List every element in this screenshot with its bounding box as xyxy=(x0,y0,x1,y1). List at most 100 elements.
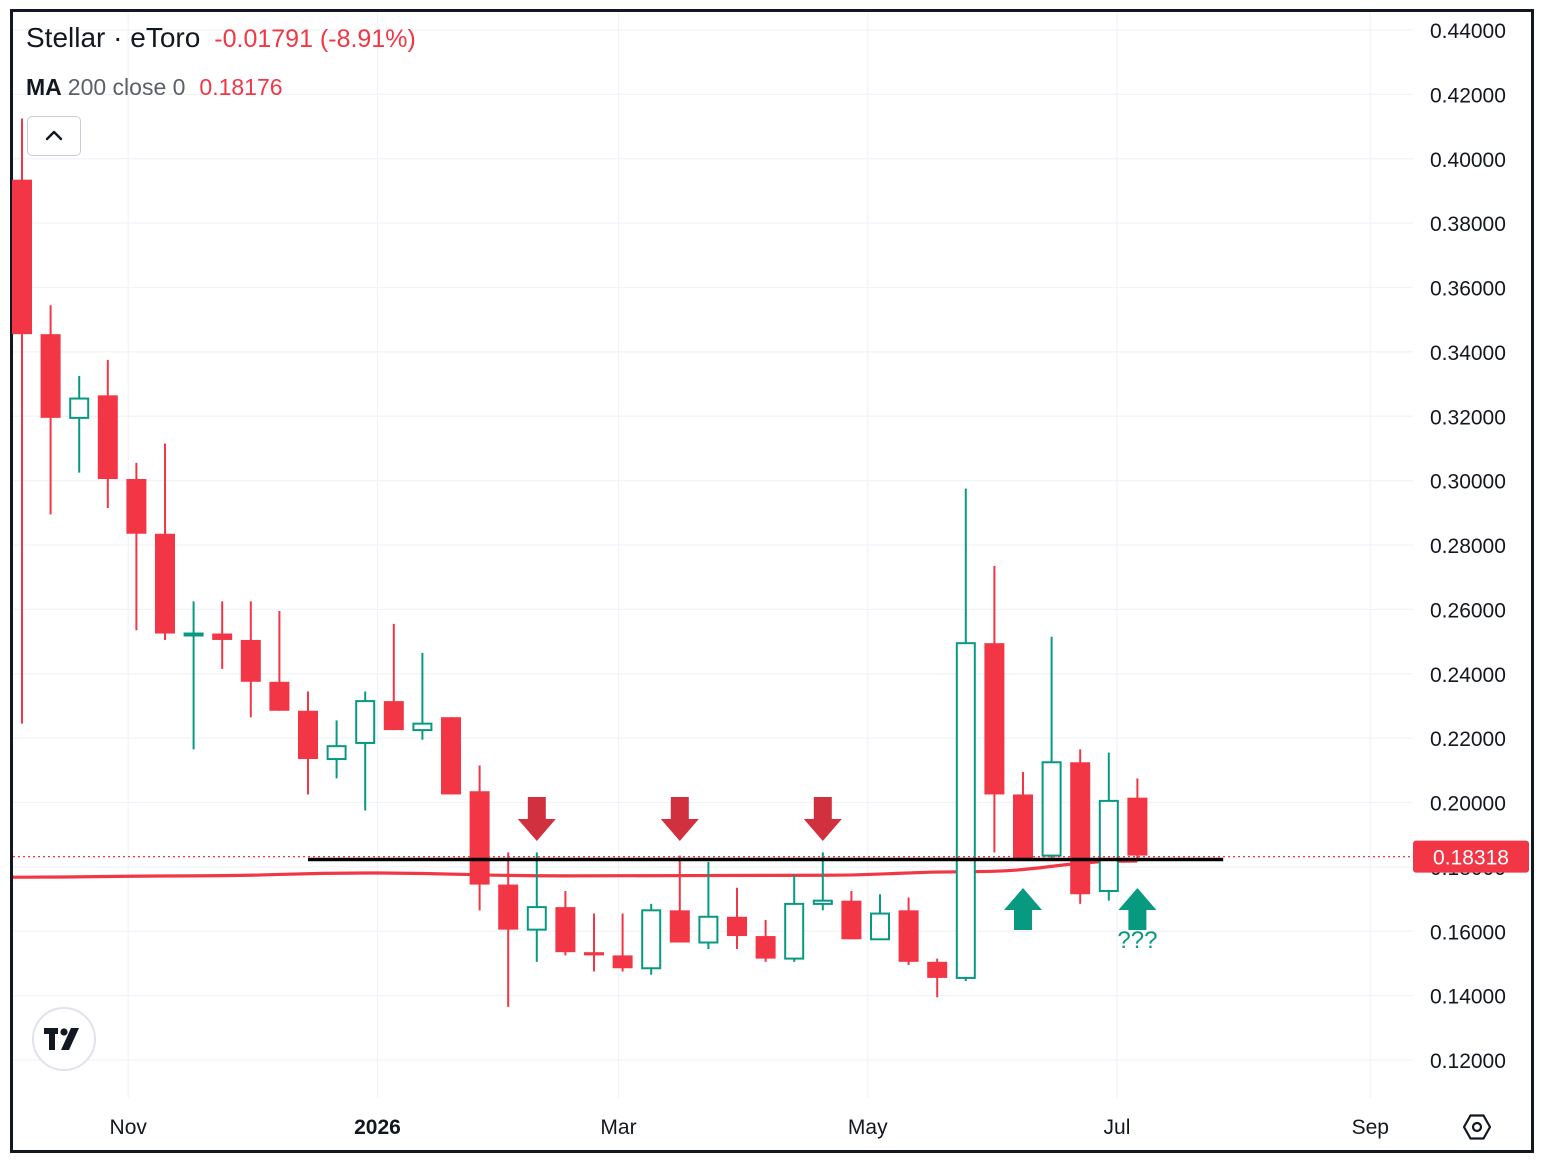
candle xyxy=(183,601,204,750)
candle xyxy=(870,894,890,941)
tradingview-logo-icon xyxy=(44,1028,79,1050)
price-tick-label: 0.36000 xyxy=(1430,278,1506,301)
candle xyxy=(383,623,404,731)
price-tick-label: 0.26000 xyxy=(1430,599,1506,622)
candle-body xyxy=(669,910,690,943)
candle xyxy=(584,913,604,972)
price-tick-label: 0.12000 xyxy=(1430,1050,1506,1073)
candle xyxy=(955,488,976,982)
candle-body xyxy=(1041,761,1062,857)
candle xyxy=(97,359,118,508)
arrow-down-icon xyxy=(660,797,699,841)
candle xyxy=(126,462,147,631)
last-price-label: 0.18318 xyxy=(1433,847,1509,870)
candle xyxy=(469,765,490,911)
candle-body xyxy=(727,916,747,937)
candle-body xyxy=(240,639,261,682)
candle xyxy=(669,855,690,943)
moving-average-line xyxy=(13,859,1138,879)
candle xyxy=(841,891,862,940)
price-tick-label: 0.34000 xyxy=(1430,342,1506,365)
candle xyxy=(927,958,948,998)
candle xyxy=(326,720,347,779)
price-change: -0.01791 (-8.91%) xyxy=(214,25,416,53)
candle-body xyxy=(69,397,90,419)
candle xyxy=(1013,771,1033,859)
price-tick-label: 0.20000 xyxy=(1430,793,1506,816)
price-tick-label: 0.28000 xyxy=(1430,535,1506,558)
candle-body xyxy=(355,700,376,744)
candle-body xyxy=(1098,799,1119,893)
candle xyxy=(812,852,833,911)
candle-body xyxy=(469,791,490,885)
candle-body xyxy=(269,681,290,711)
annotation-note: ??? xyxy=(1117,927,1157,954)
candle xyxy=(40,305,61,515)
symbol-legend: Stellar · eToro -0.01791 (-8.91%) xyxy=(26,22,416,54)
candle-body xyxy=(183,632,204,637)
candle xyxy=(984,565,1005,853)
candle xyxy=(1098,752,1119,901)
last-price-layer: 0.18318 xyxy=(13,840,1529,873)
price-tick-label: 0.32000 xyxy=(1430,406,1506,429)
candle-body xyxy=(755,936,776,959)
candle-body xyxy=(1070,762,1091,895)
candle xyxy=(498,852,519,1007)
chevron-up-icon xyxy=(45,130,63,141)
candle xyxy=(612,913,633,972)
candle-body xyxy=(927,961,948,978)
time-tick-label: 2026 xyxy=(354,1116,401,1139)
candles xyxy=(12,118,1148,1007)
candle xyxy=(526,852,547,962)
candle xyxy=(441,717,461,795)
price-tick-label: 0.30000 xyxy=(1430,471,1506,494)
indicator-params: 200 close 0 xyxy=(67,74,186,100)
time-tick-label: Nov xyxy=(110,1116,148,1139)
collapse-legend-button[interactable] xyxy=(27,116,81,156)
candle xyxy=(212,601,233,669)
time-tick-label: Sep xyxy=(1352,1116,1389,1139)
last-price-badge xyxy=(1413,840,1529,873)
candle xyxy=(355,691,376,811)
candle-body xyxy=(526,906,547,931)
time-tick-label: Jul xyxy=(1104,1116,1131,1139)
tradingview-logo[interactable] xyxy=(32,1007,96,1071)
price-tick-label: 0.40000 xyxy=(1430,149,1506,172)
candle-body xyxy=(441,717,461,795)
chart-settings-button[interactable] xyxy=(1460,1110,1494,1144)
candle-body xyxy=(326,745,347,761)
candle-body xyxy=(12,179,32,335)
candle-body xyxy=(812,899,833,905)
chart-frame xyxy=(10,9,1534,1153)
price-tick-label: 0.22000 xyxy=(1430,728,1506,751)
candle-body xyxy=(298,710,318,760)
candle-body xyxy=(212,633,233,640)
candle-body xyxy=(641,909,662,970)
candle-body xyxy=(784,902,805,960)
candle xyxy=(12,118,32,724)
candle xyxy=(1070,749,1091,904)
arrow-down-icon xyxy=(803,797,842,841)
candle xyxy=(240,601,261,718)
indicator-name: MA xyxy=(26,74,62,100)
candle-body xyxy=(870,912,890,941)
candle-body xyxy=(1127,797,1148,856)
time-tick-label: Mar xyxy=(600,1116,636,1139)
indicator-value: 0.18176 xyxy=(199,74,283,100)
candle xyxy=(755,919,776,962)
chart-grid xyxy=(13,12,1413,1098)
candle xyxy=(898,897,919,966)
indicator-legend[interactable]: MA 200 close 0 0.18176 xyxy=(26,74,283,101)
moving-average-layer xyxy=(13,859,1138,879)
candle xyxy=(1127,778,1148,859)
candle-body xyxy=(555,907,576,953)
candle xyxy=(298,691,318,795)
candle xyxy=(641,903,662,975)
symbol-title[interactable]: Stellar · eToro xyxy=(26,22,201,53)
candle-body xyxy=(40,334,61,418)
candle-body xyxy=(1013,794,1033,859)
candle-body xyxy=(126,479,147,534)
time-tick-label: May xyxy=(848,1116,888,1139)
candle-body xyxy=(898,910,919,962)
